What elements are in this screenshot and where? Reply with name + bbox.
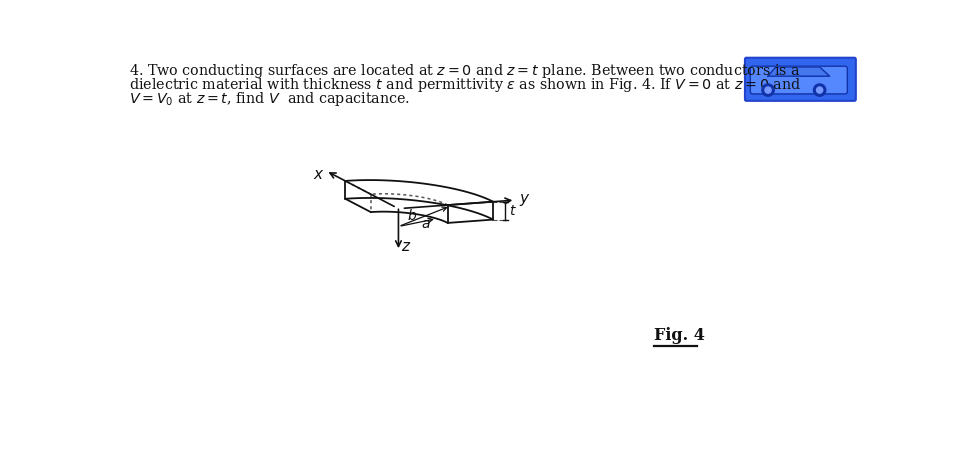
- Text: 4. Two conducting surfaces are located at $z=0$ and $z=t$ plane. Between two con: 4. Two conducting surfaces are located a…: [129, 62, 800, 80]
- Text: $x$: $x$: [313, 167, 325, 182]
- Polygon shape: [768, 67, 830, 76]
- Circle shape: [765, 87, 771, 93]
- Circle shape: [814, 84, 826, 96]
- Text: $a$: $a$: [422, 216, 431, 230]
- FancyBboxPatch shape: [750, 66, 847, 94]
- Text: $b$: $b$: [407, 208, 417, 223]
- Text: $V=V_0$ at $z=t$, find $V$  and capacitance.: $V=V_0$ at $z=t$, find $V$ and capacitan…: [129, 90, 410, 108]
- Text: $t$: $t$: [509, 204, 517, 218]
- Circle shape: [817, 87, 822, 93]
- Text: dielectric material with thickness $t$ and permittivity $\varepsilon$ as shown i: dielectric material with thickness $t$ a…: [129, 76, 801, 94]
- Circle shape: [762, 84, 774, 96]
- Text: Fig. 4: Fig. 4: [654, 327, 705, 344]
- FancyBboxPatch shape: [745, 58, 856, 101]
- Text: $y$: $y$: [519, 192, 531, 208]
- Text: $z$: $z$: [401, 240, 411, 254]
